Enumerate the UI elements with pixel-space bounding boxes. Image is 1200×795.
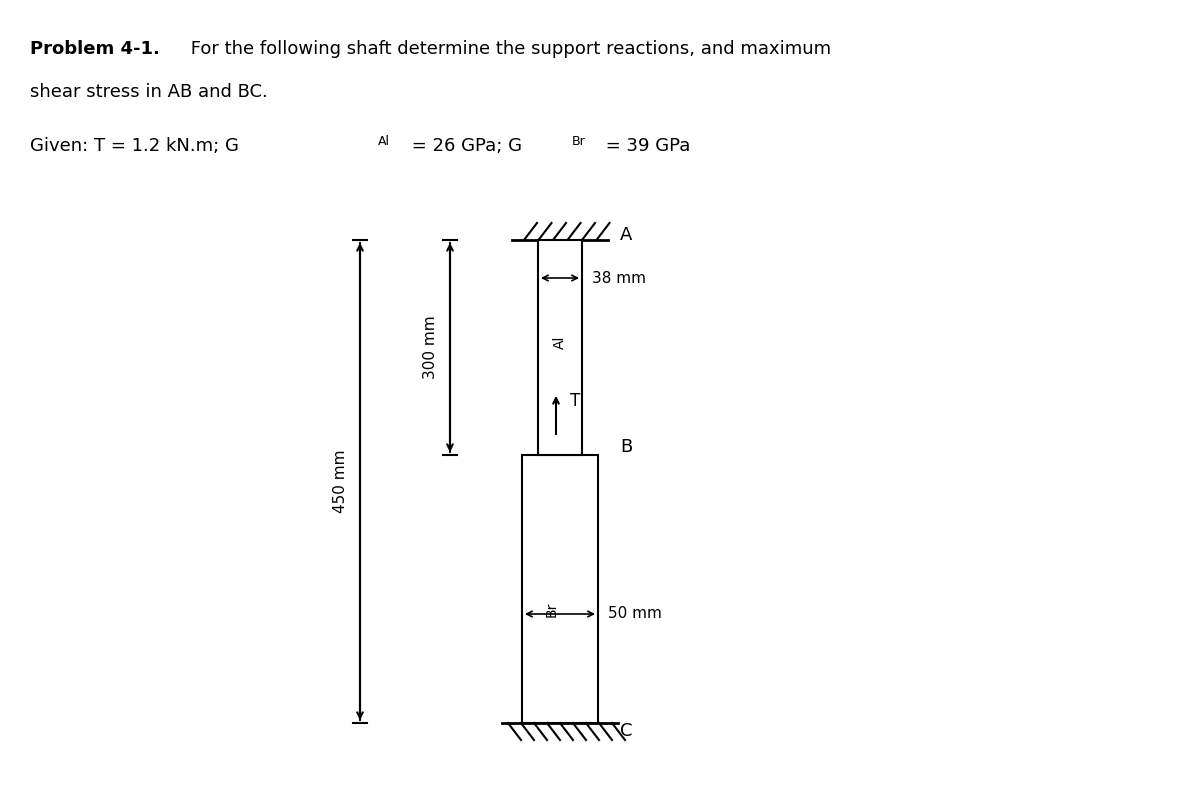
Text: Al: Al: [378, 135, 390, 148]
Text: = 26 GPa; G: = 26 GPa; G: [406, 137, 522, 155]
Text: A: A: [620, 226, 632, 244]
Text: Al: Al: [553, 335, 568, 349]
Text: B: B: [620, 438, 632, 456]
Text: Problem 4-1.: Problem 4-1.: [30, 40, 160, 58]
Text: Br: Br: [572, 135, 586, 148]
Text: 300 mm: 300 mm: [424, 316, 438, 379]
Text: For the following shaft determine the support reactions, and maximum: For the following shaft determine the su…: [185, 40, 832, 58]
Text: shear stress in AB and BC.: shear stress in AB and BC.: [30, 83, 268, 101]
Text: Br: Br: [545, 601, 559, 617]
Text: T: T: [570, 392, 581, 410]
Text: 450 mm: 450 mm: [332, 450, 348, 514]
Text: C: C: [620, 722, 632, 740]
Text: Given: T = 1.2 kN.m; G: Given: T = 1.2 kN.m; G: [30, 137, 239, 155]
Text: 38 mm: 38 mm: [592, 270, 646, 285]
Text: = 39 GPa: = 39 GPa: [600, 137, 690, 155]
Text: 50 mm: 50 mm: [608, 607, 662, 622]
Bar: [522, 455, 598, 723]
Bar: [538, 240, 582, 455]
